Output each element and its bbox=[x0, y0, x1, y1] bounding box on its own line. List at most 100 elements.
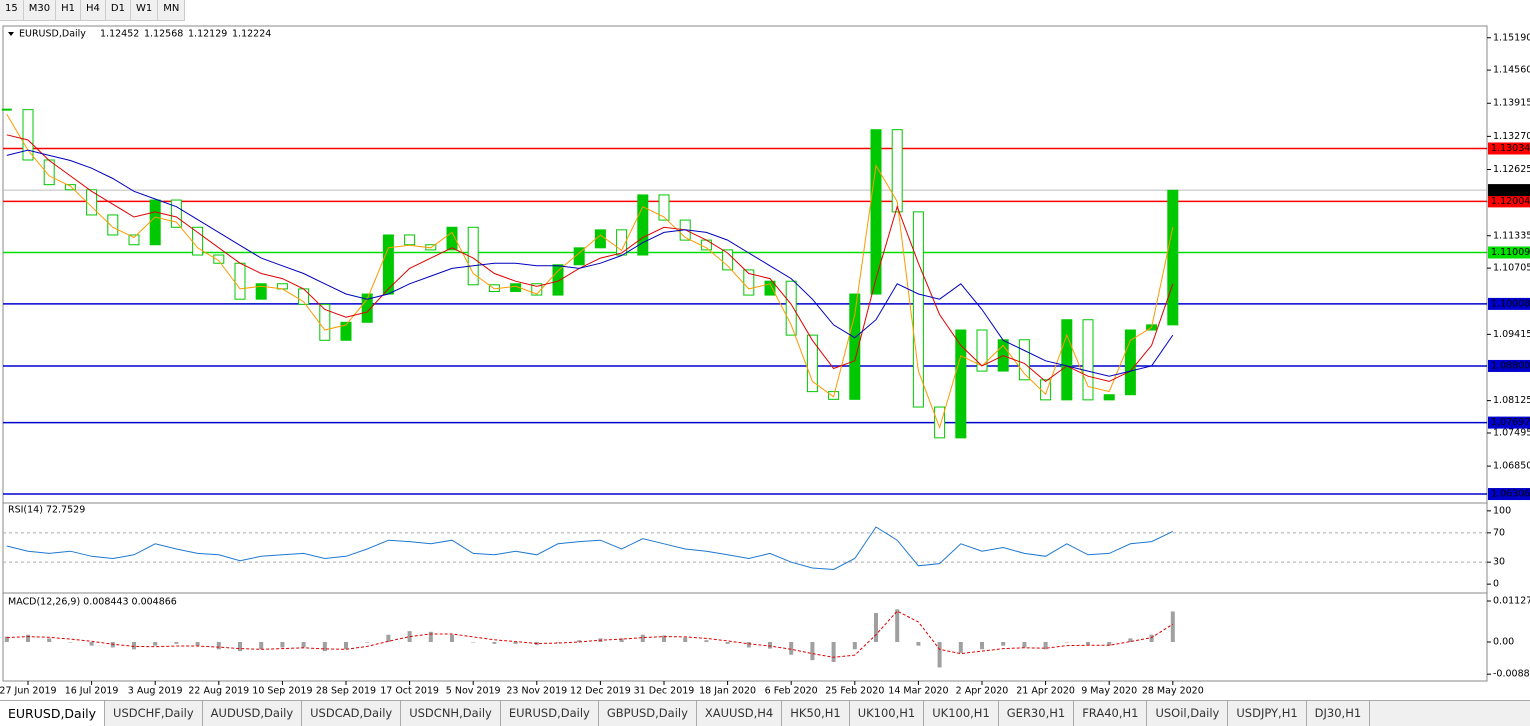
candle bbox=[785, 280, 797, 336]
candle bbox=[1082, 319, 1094, 401]
chart-tab[interactable]: FRA40,H1 bbox=[1074, 701, 1148, 726]
candle bbox=[531, 283, 543, 296]
timeframe-button[interactable]: H1 bbox=[56, 0, 81, 20]
timeframe-button[interactable]: M30 bbox=[24, 0, 57, 20]
y-tick-label: -0.008845 bbox=[1493, 669, 1530, 680]
candle bbox=[1040, 379, 1052, 401]
chart-tab[interactable]: UK100,H1 bbox=[850, 701, 925, 726]
x-tick-label: 28 Sep 2019 bbox=[316, 686, 376, 697]
candle bbox=[891, 129, 903, 213]
x-tick-label: 10 Sep 2019 bbox=[252, 686, 312, 697]
candle bbox=[870, 129, 882, 295]
candle bbox=[255, 283, 267, 300]
histogram-bar bbox=[980, 642, 984, 650]
level-label: 1.08800 bbox=[1491, 360, 1530, 371]
y-tick-label: 1.06850 bbox=[1493, 461, 1530, 472]
candle bbox=[764, 280, 776, 296]
histogram-bar bbox=[492, 642, 497, 644]
chart-window: EURUSD,Daily 1.15190 1.14560 1.13915 1.1327… bbox=[0, 25, 1530, 697]
histogram-bar bbox=[1107, 642, 1112, 646]
candle bbox=[573, 247, 585, 266]
chart-tab[interactable]: USOil,Daily bbox=[1147, 701, 1229, 726]
histogram-bar bbox=[344, 642, 348, 650]
level-label: 1.12004 bbox=[1491, 196, 1530, 207]
plot-frame bbox=[2, 25, 1488, 682]
chart-tab[interactable]: USDCNH,Daily bbox=[401, 701, 501, 726]
candle bbox=[319, 303, 331, 341]
moving-average bbox=[6, 114, 1174, 430]
level-label-box bbox=[1488, 359, 1530, 372]
chart-tab[interactable]: USDCAD,Daily bbox=[302, 701, 402, 726]
histogram-bar bbox=[1086, 642, 1090, 645]
chart-tab[interactable]: GER30,H1 bbox=[999, 701, 1075, 726]
histogram-bar bbox=[662, 635, 666, 643]
timeframe-button[interactable]: 15 bbox=[0, 0, 24, 20]
chart-tab[interactable]: AUDUSD,Daily bbox=[203, 701, 303, 726]
chart-tab[interactable]: USDCHF,Daily bbox=[105, 701, 203, 726]
menu-triangle bbox=[8, 32, 14, 36]
histogram-bar bbox=[1128, 638, 1133, 643]
histogram-bar bbox=[407, 631, 412, 643]
x-tick-label: 3 Aug 2019 bbox=[128, 686, 183, 697]
level-label: 1.06306 bbox=[1491, 489, 1530, 500]
indicator-line bbox=[6, 526, 1174, 571]
x-tick-label: 16 Jul 2019 bbox=[65, 686, 119, 697]
histogram-bar bbox=[195, 642, 200, 646]
candle bbox=[404, 234, 416, 246]
chart-tab[interactable]: HK50,H1 bbox=[782, 701, 850, 726]
chart-tab[interactable]: XAUUSD,H4 bbox=[697, 701, 783, 726]
y-tick-label: 1.10705 bbox=[1493, 263, 1530, 274]
y-tick-label: 1.11335 bbox=[1493, 230, 1530, 241]
histogram-bar bbox=[386, 634, 391, 643]
level-label: 1.07697 bbox=[1491, 417, 1530, 428]
histogram-bar bbox=[895, 609, 900, 643]
bid-label-box bbox=[1488, 184, 1530, 197]
histogram-bar bbox=[4, 636, 9, 643]
histogram-bar bbox=[428, 631, 433, 643]
chart-tab[interactable]: USDJPY,H1 bbox=[1228, 701, 1307, 726]
chart-tab[interactable]: UK100,H1 bbox=[924, 701, 999, 726]
candle bbox=[1167, 189, 1179, 326]
level-label-box bbox=[1488, 195, 1530, 208]
histogram-bar bbox=[110, 642, 115, 648]
x-tick-label: 25 Feb 2020 bbox=[825, 686, 884, 697]
histogram-bar bbox=[577, 640, 582, 643]
candle bbox=[594, 229, 606, 249]
histogram-bar bbox=[1170, 611, 1175, 643]
ohlc-value: 1.12224 bbox=[232, 29, 271, 40]
y-tick-label: 1.12625 bbox=[1493, 164, 1530, 175]
x-tick-label: 6 Feb 2020 bbox=[765, 686, 818, 697]
chart-tab[interactable]: DJ30,H1 bbox=[1307, 701, 1371, 726]
timeframe-button[interactable]: MN bbox=[158, 0, 186, 20]
candle bbox=[637, 194, 649, 256]
histogram-bar bbox=[937, 642, 942, 668]
histogram-bar bbox=[619, 638, 624, 643]
chart-tab[interactable]: EURUSD,Daily bbox=[0, 701, 106, 726]
candle bbox=[976, 329, 988, 372]
histogram-bar bbox=[238, 642, 242, 652]
level-label-box bbox=[1488, 142, 1530, 155]
histogram-bar bbox=[704, 640, 709, 643]
y-tick-label: 1.08125 bbox=[1493, 395, 1530, 406]
level-label: 1.10008 bbox=[1491, 298, 1530, 309]
x-tick-label: 14 Mar 2020 bbox=[888, 686, 948, 697]
y-tick-label: 1.13915 bbox=[1493, 98, 1530, 109]
timeframe-button[interactable]: W1 bbox=[131, 0, 159, 20]
level-label-box bbox=[1488, 488, 1530, 501]
histogram-bar bbox=[1043, 642, 1048, 650]
timeframe-button[interactable]: D1 bbox=[106, 0, 131, 20]
timeframe-button[interactable]: H4 bbox=[81, 0, 106, 20]
y-tick-label: 1.15190 bbox=[1493, 32, 1530, 43]
candle bbox=[149, 199, 161, 246]
histogram-bar bbox=[26, 634, 30, 643]
candle bbox=[107, 214, 119, 236]
level-label-box bbox=[1488, 297, 1530, 310]
chart-tab[interactable]: EURUSD,Daily bbox=[501, 701, 599, 726]
histogram-bar bbox=[683, 637, 688, 643]
chart-tab[interactable]: GBPUSD,Daily bbox=[599, 701, 697, 726]
candle bbox=[934, 406, 946, 439]
histogram-bar bbox=[1064, 642, 1069, 643]
candle bbox=[170, 199, 182, 228]
histogram-bar bbox=[174, 642, 179, 644]
candle bbox=[340, 321, 352, 341]
